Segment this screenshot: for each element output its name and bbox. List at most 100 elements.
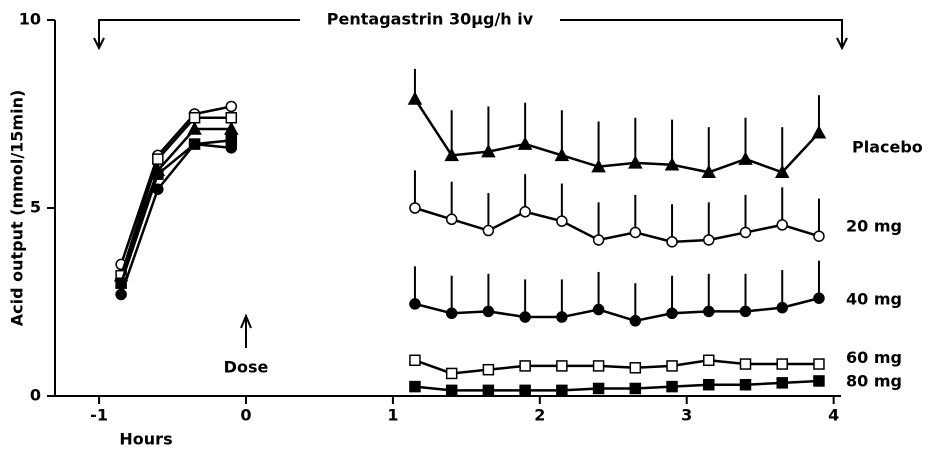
y-axis-label: Acid output (mmol/15min)	[8, 90, 27, 327]
y-tick-label: 0	[30, 386, 41, 405]
point	[481, 144, 496, 158]
point	[813, 375, 825, 387]
legend-label: Placebo	[852, 137, 923, 156]
annotation: Dose	[224, 358, 269, 377]
point	[703, 354, 715, 367]
point	[592, 360, 605, 372]
point	[224, 121, 239, 135]
x-axis-label: Hours	[119, 430, 172, 449]
series-line	[413, 98, 820, 174]
point	[591, 159, 606, 173]
point	[739, 305, 752, 318]
point	[666, 360, 678, 372]
point	[556, 215, 568, 227]
point	[666, 380, 678, 393]
point	[703, 234, 715, 246]
legend-label: 80 mg	[846, 372, 902, 391]
point	[519, 311, 531, 323]
series-line	[119, 116, 232, 277]
point	[813, 292, 825, 304]
x-tick-label: 4	[828, 406, 839, 425]
series-line	[414, 379, 820, 392]
point	[629, 382, 642, 395]
point	[409, 298, 421, 310]
point	[629, 226, 642, 239]
point	[407, 91, 423, 105]
point	[703, 378, 715, 391]
point	[519, 384, 531, 397]
point	[774, 164, 790, 179]
point	[776, 358, 788, 370]
point	[739, 358, 752, 370]
point	[776, 301, 788, 314]
point	[666, 236, 678, 248]
point	[482, 224, 495, 237]
point	[445, 307, 458, 320]
point	[409, 202, 421, 214]
point	[519, 206, 531, 218]
point	[409, 380, 421, 393]
point	[445, 213, 458, 226]
point	[225, 100, 238, 113]
bracket	[93, 19, 848, 348]
x-tick-label: -1	[90, 406, 108, 425]
point	[554, 147, 570, 162]
point	[187, 121, 202, 135]
point	[628, 155, 643, 169]
point	[115, 277, 127, 289]
annotation: Pentagastrin 30µg/h iv	[327, 10, 534, 29]
x-tick-label: 3	[681, 406, 692, 425]
y-tick-label: 5	[30, 198, 41, 217]
point	[482, 384, 495, 397]
legend-label: 20 mg	[846, 216, 902, 235]
point	[739, 378, 752, 391]
point	[813, 358, 825, 370]
point	[776, 219, 788, 231]
point	[517, 136, 533, 150]
series-line	[414, 359, 819, 375]
point	[519, 360, 531, 372]
point	[225, 134, 238, 147]
point	[445, 367, 458, 380]
legend-label: 40 mg	[846, 290, 902, 309]
point	[664, 157, 680, 171]
point	[739, 226, 752, 239]
point	[738, 151, 753, 165]
y-tick-label: 10	[19, 10, 41, 29]
point	[482, 363, 495, 376]
point	[225, 112, 238, 124]
point	[444, 147, 459, 162]
point	[629, 362, 642, 374]
point	[482, 305, 495, 318]
point	[813, 230, 825, 242]
point	[556, 360, 568, 372]
series-line	[119, 105, 232, 265]
series-line	[119, 139, 232, 284]
point	[152, 153, 164, 165]
x-tick-label: 0	[240, 406, 251, 425]
point	[592, 382, 605, 395]
point	[776, 377, 788, 389]
legend-label: 60 mg	[846, 348, 902, 367]
series-line	[414, 297, 820, 323]
point	[666, 307, 678, 320]
point	[115, 288, 127, 301]
point	[188, 138, 201, 150]
point	[152, 168, 164, 180]
series-line	[119, 127, 232, 277]
point	[188, 112, 201, 124]
point	[811, 125, 827, 139]
point	[701, 164, 717, 179]
point	[556, 384, 568, 397]
series-line	[119, 142, 232, 295]
point	[445, 384, 458, 397]
point	[592, 234, 605, 246]
point	[409, 354, 421, 367]
point	[556, 311, 568, 323]
series-line	[414, 206, 820, 244]
point	[592, 303, 605, 316]
point	[703, 305, 715, 318]
point	[629, 315, 642, 327]
x-tick-label: 2	[534, 406, 545, 425]
